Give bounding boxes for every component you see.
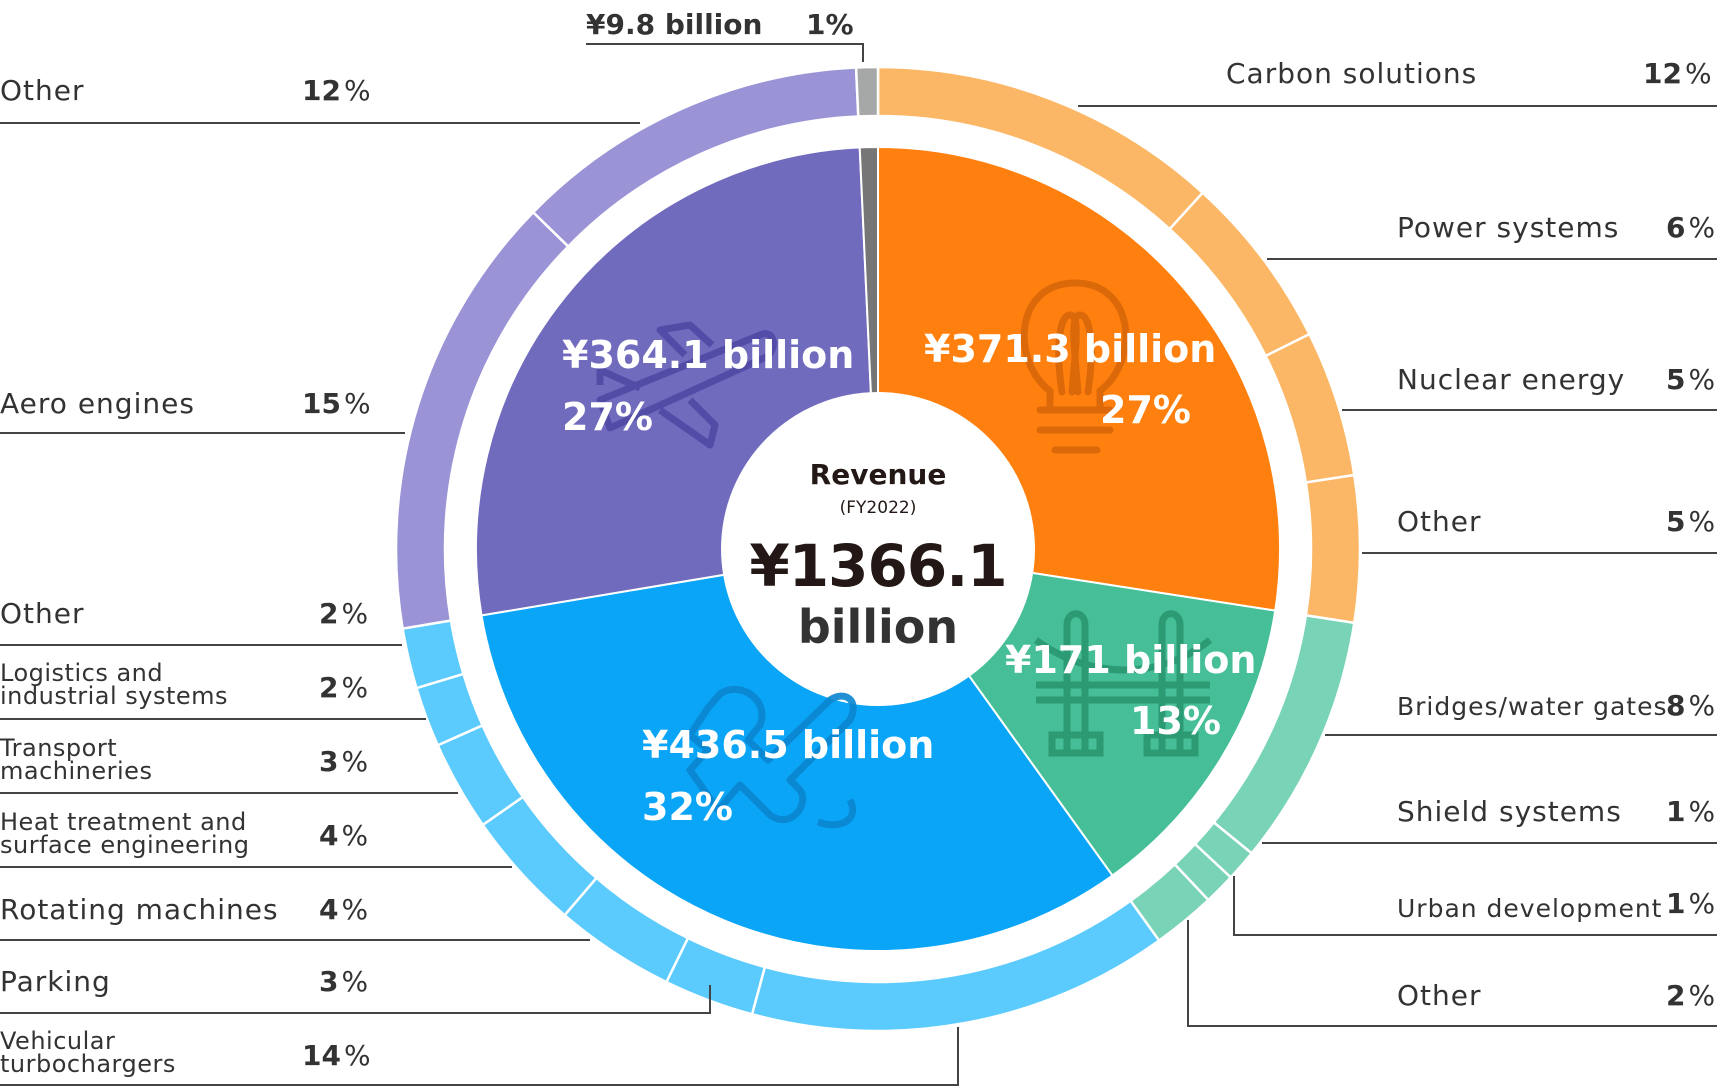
pct-urban-development: 1% [1666,887,1716,920]
pct-aero-other: 12% [302,74,371,107]
blue-pie-segment [480,547,1114,952]
label-transport-machineries: Transport machineries [0,734,153,785]
label-shield-systems: Shield systems [1397,795,1622,828]
label-nuclear-energy: Nuclear energy [1397,363,1626,396]
pct-logistics: 2% [319,671,369,704]
label-aero-other: Other [0,74,85,107]
bridge-icon [1033,610,1213,757]
pct-aero-engines: 15% [302,387,371,420]
pct-parking: 3% [319,965,369,998]
wrench-icon [686,685,857,829]
pct-nuclear-energy: 5% [1666,363,1716,396]
total-revenue-value: ¥1366.1 [749,532,1007,600]
label-infra-other: Other [1397,979,1482,1012]
label-energy-other: Other [1397,505,1482,538]
pct-power-systems: 6% [1666,211,1716,244]
blue-segment-amount: ¥436.5 billion [642,723,935,767]
pct-carbon-solutions: 12% [1643,57,1712,90]
green-segment-percent: 13% [1130,699,1221,743]
orange-segment-amount: ¥371.3 billion [924,327,1217,371]
other-segment-amount: ¥9.8 billion [586,8,763,41]
label-urban-development: Urban development [1397,894,1663,923]
purple-segment-percent: 27% [562,395,653,439]
pct-heat-treatment: 4% [319,819,369,852]
purple-segment-amount: ¥364.1 billion [562,333,855,377]
center-subtitle: (FY2022) [839,498,917,518]
pct-bridges-water-gates: 8% [1666,689,1716,722]
pct-infra-other: 2% [1666,979,1716,1012]
callout-line [1187,920,1717,1027]
label-aero-engines: Aero engines [0,387,195,420]
label-power-systems: Power systems [1397,211,1620,244]
callout-line [0,1027,959,1086]
label-rotating-machines: Rotating machines [0,893,279,926]
callout-line [1233,876,1717,936]
outer-ring-segment [401,619,465,690]
center-title: Revenue [809,458,947,491]
label-carbon-solutions: Carbon solutions [1226,57,1478,90]
callout-line [586,43,864,62]
outer-ring-segment [1263,332,1356,484]
pct-industrial-other: 2% [319,597,369,630]
label-heat-treatment: Heat treatment and surface engineering [0,808,250,859]
label-logistics: Logistics and industrial systems [0,659,229,710]
label-bridges-water-gates: Bridges/water gates [1397,692,1668,721]
orange-segment-percent: 27% [1100,388,1191,432]
center-hole [721,392,1035,706]
outer-ring-segment [1304,473,1362,625]
callout-lines [0,43,1717,1086]
pct-transport-machineries: 3% [319,745,369,778]
airplane-icon [596,321,777,449]
lightbulb-icon [1020,279,1130,454]
total-revenue-unit: billion [797,600,959,654]
label-industrial-other: Other [0,597,85,630]
other-segment-percent: 1% [806,8,854,41]
outer-ring-segment [854,65,880,118]
blue-segment-percent: 32% [642,785,733,829]
label-vehicular-turbochargers: Vehicular turbochargers [0,1027,176,1078]
pct-energy-other: 5% [1666,505,1716,538]
green-segment-amount: ¥171 billion [1005,638,1257,682]
outer-ring [394,65,1362,1033]
label-parking: Parking [0,965,111,998]
pct-vehicular-turbochargers: 14% [302,1039,371,1072]
pct-rotating-machines: 4% [319,893,369,926]
pct-shield-systems: 1% [1666,795,1716,828]
callout-line [0,985,711,1014]
